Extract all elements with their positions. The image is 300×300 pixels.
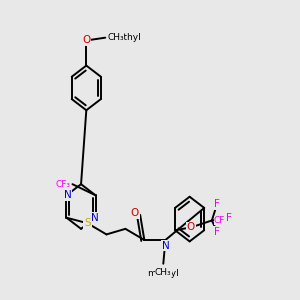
Text: O: O bbox=[82, 35, 90, 46]
Text: F: F bbox=[214, 226, 220, 237]
Text: F: F bbox=[214, 199, 220, 209]
Text: O: O bbox=[187, 222, 195, 233]
Text: CF₃: CF₃ bbox=[56, 180, 70, 189]
Text: N: N bbox=[91, 213, 98, 223]
Text: CH₃: CH₃ bbox=[107, 33, 124, 42]
Text: CF₃: CF₃ bbox=[214, 216, 229, 225]
Text: S: S bbox=[84, 218, 91, 228]
Text: methyl: methyl bbox=[110, 33, 141, 42]
Text: N: N bbox=[64, 190, 71, 200]
Text: CH₃: CH₃ bbox=[155, 268, 172, 277]
Text: N: N bbox=[161, 241, 169, 250]
Text: F: F bbox=[226, 213, 232, 223]
Text: methyl: methyl bbox=[147, 269, 179, 278]
Text: O: O bbox=[131, 208, 139, 218]
